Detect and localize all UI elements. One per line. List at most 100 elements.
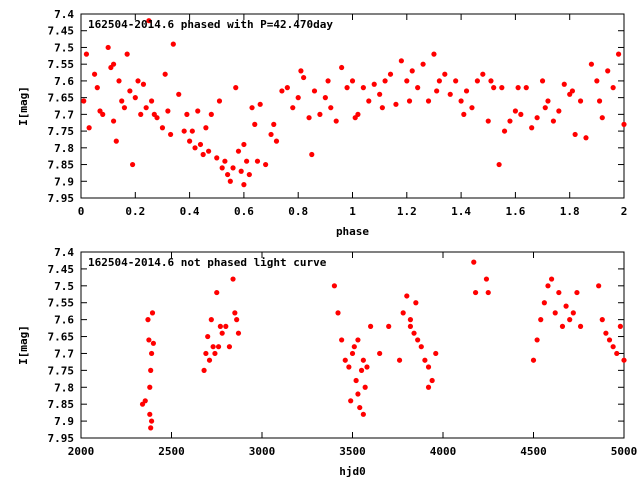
x-tick-label: 5000 [611, 445, 638, 458]
data-point [201, 367, 207, 373]
data-point [215, 344, 222, 350]
data-point [263, 161, 269, 168]
data-point [512, 108, 519, 114]
data-point [189, 128, 195, 134]
data-point [485, 289, 491, 296]
x-tick-label: 0.8 [288, 205, 308, 218]
data-point [148, 425, 154, 431]
data-points [139, 259, 627, 431]
data-point [252, 121, 258, 127]
data-point [232, 310, 238, 316]
data-point [499, 85, 505, 91]
data-point [559, 323, 566, 329]
x-tick-label: 1 [349, 205, 356, 218]
x-tick-label: 1.4 [451, 205, 471, 218]
data-point [382, 78, 388, 84]
data-point [147, 384, 153, 390]
plot-frame [80, 13, 625, 199]
data-point [342, 357, 348, 363]
y-tick-label: 7.45 [48, 25, 75, 38]
data-point [360, 357, 366, 363]
data-point [362, 384, 368, 390]
data-point [200, 151, 206, 158]
data-point [523, 85, 529, 91]
x-tick-label: 1.2 [397, 205, 417, 218]
data-point [398, 58, 404, 64]
y-tick-label: 7.85 [48, 159, 75, 172]
data-point [433, 350, 439, 357]
data-point [603, 330, 609, 336]
data-point [91, 71, 98, 77]
data-point [249, 105, 255, 111]
data-point [311, 88, 318, 94]
data-point [360, 85, 366, 91]
data-point [357, 404, 363, 411]
data-point [605, 68, 611, 74]
data-point [518, 111, 524, 117]
data-point [436, 78, 442, 84]
y-axis-label: I[mag] [17, 325, 30, 365]
data-point [129, 161, 136, 168]
data-point [203, 125, 209, 131]
y-tick-label: 7.65 [48, 92, 75, 105]
data-point [238, 168, 244, 174]
plot-title: 162504-2014.6 phased with P=42.470day [88, 18, 333, 31]
y-tick-label: 7.9 [54, 415, 74, 428]
data-point [290, 105, 296, 111]
data-point [81, 98, 87, 104]
data-point [469, 105, 475, 111]
data-point [569, 88, 576, 94]
data-point [214, 155, 220, 161]
data-point [298, 68, 304, 74]
data-point [148, 98, 155, 104]
data-point [217, 323, 223, 329]
data-point [610, 85, 616, 91]
data-point [244, 158, 250, 164]
data-point [140, 81, 147, 87]
data-point [212, 350, 218, 357]
y-tick-label: 7.6 [54, 314, 74, 327]
data-point [407, 323, 414, 329]
data-point [572, 131, 578, 138]
data-point [271, 121, 277, 127]
data-point [241, 141, 247, 148]
x-tick-label: 1.6 [505, 205, 525, 218]
data-point [488, 78, 494, 84]
data-point [617, 323, 623, 329]
data-point [339, 337, 345, 343]
data-point [214, 289, 220, 296]
data-point [124, 51, 130, 57]
data-point [328, 105, 334, 111]
data-point [577, 323, 584, 329]
data-point [346, 364, 352, 370]
x-tick-label: 4500 [520, 445, 547, 458]
raw-light-curve-panel: 2000 2500 3000 3500 4000 4500 5000 7.47.457.57… [17, 246, 637, 478]
data-point [176, 91, 182, 97]
data-point [165, 108, 171, 114]
data-point [348, 398, 354, 404]
data-point [170, 41, 176, 47]
data-point [192, 145, 198, 151]
x-tick-labels: 2000 2500 3000 3500 4000 4500 5000 [68, 445, 638, 458]
x-tick-labels: 0 0.2 0.4 0.6 0.8 1 1.2 1.4 1.6 1.8 2 [78, 205, 628, 218]
data-point [210, 344, 216, 350]
data-point [227, 178, 233, 184]
data-point [358, 367, 365, 373]
data-point [143, 105, 149, 111]
data-point [113, 138, 119, 144]
data-point [353, 377, 359, 384]
data-point [184, 111, 190, 117]
x-axis-label: phase [336, 225, 369, 238]
data-point [322, 95, 328, 101]
y-tick-label: 7.45 [48, 263, 75, 276]
data-point [339, 64, 345, 71]
y-tick-label: 7.8 [54, 381, 74, 394]
data-point [415, 85, 421, 91]
data-point [422, 357, 428, 363]
x-tick-label: 2000 [68, 445, 95, 458]
data-point [577, 98, 584, 104]
data-point [151, 111, 157, 117]
x-tick-label: 1.8 [560, 205, 580, 218]
data-point [226, 344, 233, 350]
